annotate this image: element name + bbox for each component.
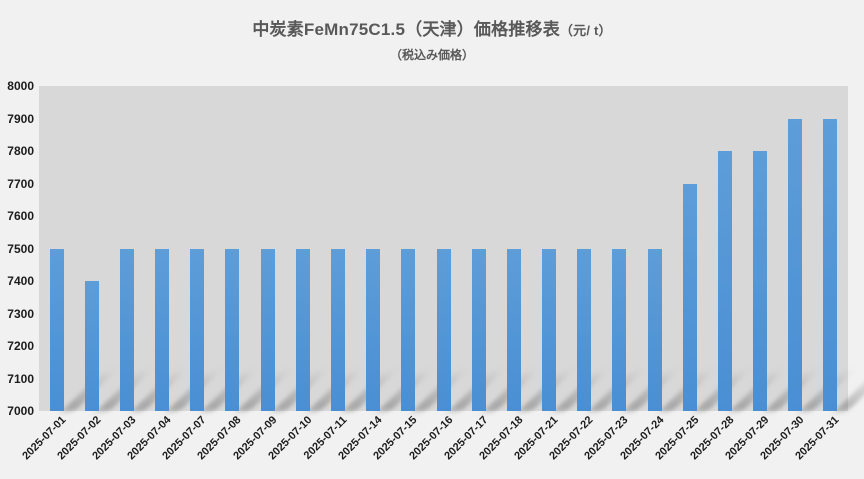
bar-2025-07-25[interactable] — [682, 183, 697, 411]
bar-2025-07-10[interactable] — [295, 248, 310, 411]
chart-subtitle: （税込み価格） — [389, 48, 474, 62]
bar-2025-07-03[interactable] — [119, 248, 134, 411]
bar-2025-07-15[interactable] — [401, 248, 416, 411]
bar-2025-07-31[interactable] — [823, 118, 838, 411]
bar-2025-07-08[interactable] — [225, 248, 240, 411]
y-tick-label: 7000 — [7, 404, 34, 418]
y-tick-label: 7600 — [7, 209, 34, 223]
chart-title: 中炭素FeMn75C1.5（天津）価格推移表（元/ t） — [0, 15, 864, 40]
y-tick-label: 7900 — [7, 111, 34, 126]
y-tick-label: 7100 — [7, 371, 34, 386]
bar-2025-07-04[interactable] — [155, 248, 170, 411]
bar-2025-07-14[interactable] — [366, 248, 381, 411]
chart-title-unit: （元/ t） — [559, 23, 612, 38]
bar-2025-07-17[interactable] — [471, 248, 486, 411]
x-tick-label: 2025-07-01 — [19, 414, 69, 463]
bar-2025-07-11[interactable] — [330, 248, 345, 411]
bar-2025-07-02[interactable] — [84, 281, 99, 411]
bar-2025-07-23[interactable] — [612, 248, 627, 411]
bar-2025-07-09[interactable] — [260, 248, 275, 411]
y-tick-label: 7300 — [7, 306, 34, 321]
bar-2025-07-29[interactable] — [753, 151, 768, 411]
y-tick-label: 7700 — [7, 176, 34, 191]
y-tick-label: 7500 — [7, 241, 34, 256]
bar-2025-07-16[interactable] — [436, 248, 451, 411]
bar-2025-07-24[interactable] — [647, 248, 662, 411]
y-tick-label: 7800 — [7, 144, 34, 158]
bar-2025-07-22[interactable] — [577, 248, 592, 411]
y-tick-label: 8000 — [7, 79, 34, 93]
bar-2025-07-30[interactable] — [788, 118, 803, 411]
bar-2025-07-18[interactable] — [506, 248, 521, 411]
y-tick-label: 7200 — [7, 339, 34, 353]
chart-title-text: 中炭素FeMn75C1.5（天津）価格推移表 — [252, 20, 560, 39]
bar-2025-07-21[interactable] — [542, 248, 557, 411]
bar-2025-07-01[interactable] — [49, 248, 64, 411]
y-tick-label: 7400 — [7, 274, 34, 288]
bar-2025-07-28[interactable] — [717, 151, 732, 411]
plot-area — [39, 86, 864, 411]
bar-2025-07-07[interactable] — [190, 248, 205, 411]
